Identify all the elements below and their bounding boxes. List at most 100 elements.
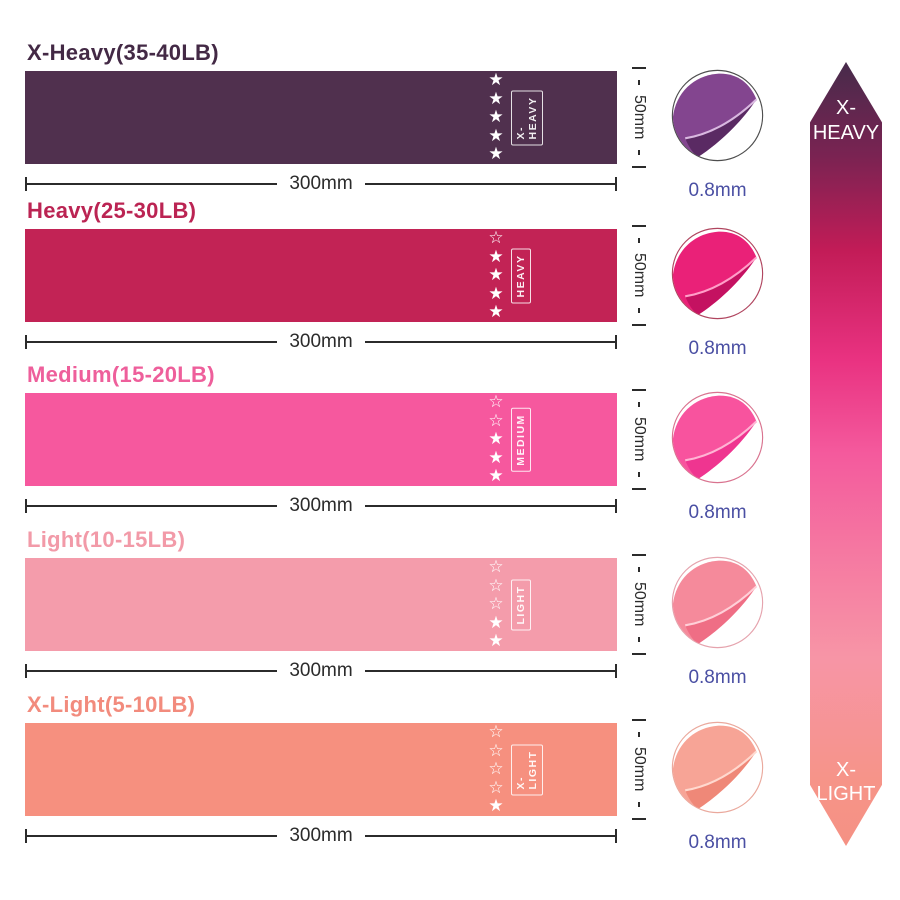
dimension-tick	[632, 225, 646, 227]
dimension-line	[638, 401, 640, 407]
star-icon: ★	[488, 70, 504, 90]
star-icon: ★	[488, 88, 504, 108]
dimension-tick	[25, 335, 27, 349]
thickness-label: 0.8mm	[688, 502, 747, 523]
band-fold-crease	[685, 585, 758, 627]
dimension-tick	[25, 499, 27, 513]
width-dimension: 50mm	[625, 389, 653, 490]
band-title: X-Light(5-10LB)	[27, 692, 196, 717]
dimension-tick	[25, 664, 27, 678]
star-icon: ★	[488, 429, 504, 449]
thickness-label: 0.8mm	[688, 832, 747, 853]
width-label: 50mm	[631, 417, 648, 462]
length-dimension: 300mm	[25, 171, 618, 197]
star-icon: ★	[488, 144, 504, 164]
width-label: 50mm	[631, 253, 648, 298]
length-label: 300mm	[289, 173, 353, 194]
star-rating: ☆ ☆ ☆ ☆ ★	[483, 723, 509, 816]
width-label: 50mm	[631, 582, 648, 627]
dimension-line	[364, 341, 616, 343]
band-title: Medium(15-20LB)	[27, 362, 215, 387]
star-icon: ★	[488, 447, 504, 467]
scale-top-label-line1: X-	[836, 97, 856, 119]
star-icon: ★	[488, 107, 504, 127]
band-tag-label: X-LIGHT	[511, 744, 543, 795]
band-fold-crease	[685, 98, 758, 140]
star-icon: ☆	[488, 410, 504, 430]
scale-bottom-label-line1: X-	[836, 759, 856, 781]
dimension-line	[364, 183, 616, 185]
band-fold-under	[685, 421, 757, 480]
band-title: X-Heavy(35-40LB)	[27, 40, 219, 65]
dimension-tick	[632, 652, 646, 655]
width-dimension: 50mm	[625, 67, 653, 168]
star-icon: ☆	[488, 228, 504, 248]
length-dimension: 300mm	[25, 823, 618, 849]
star-icon: ★	[488, 265, 504, 285]
band-swatch: ☆ ★ ★ ★ ★ HEAVY	[25, 229, 617, 322]
band-row-x-heavy: X-Heavy(35-40LB) ★ ★ ★ ★ ★ X-HEAVY 300mm…	[25, 40, 875, 201]
dimension-line	[638, 308, 640, 314]
star-icon: ★	[488, 466, 504, 486]
width-dimension: 50mm	[625, 554, 653, 655]
dimension-line	[364, 670, 616, 672]
band-fold-crease	[685, 256, 758, 298]
band-fold-under	[685, 257, 757, 316]
star-icon: ☆	[488, 722, 504, 742]
dimension-tick	[25, 829, 27, 843]
band-fold-crease	[685, 750, 758, 792]
star-icon: ★	[488, 612, 504, 632]
dimension-tick	[632, 165, 646, 168]
dimension-line	[638, 566, 640, 572]
band-title: Light(10-15LB)	[27, 527, 186, 552]
dimension-tick	[615, 829, 618, 843]
band-row-heavy: Heavy(25-30LB) ☆ ★ ★ ★ ★ HEAVY 300mm 50m…	[25, 198, 875, 359]
dimension-tick	[632, 323, 646, 326]
band-title: Heavy(25-30LB)	[27, 198, 197, 223]
dimension-line	[27, 835, 278, 837]
star-icon: ☆	[488, 557, 504, 577]
strength-scale-arrow: X- HEAVY X- LIGHT	[810, 62, 882, 846]
dimension-line	[638, 731, 640, 737]
dimension-line	[638, 237, 640, 243]
length-dimension: 300mm	[25, 658, 618, 684]
star-icon: ☆	[488, 759, 504, 779]
star-icon: ☆	[488, 594, 504, 614]
band-tag-label: LIGHT	[511, 579, 531, 630]
star-icon: ★	[488, 246, 504, 266]
band-row-light: Light(10-15LB) ☆ ☆ ☆ ★ ★ LIGHT 300mm 50m…	[25, 527, 875, 688]
star-rating: ☆ ☆ ★ ★ ★	[483, 393, 509, 486]
band-fold-under	[685, 99, 757, 158]
dimension-tick	[632, 67, 646, 69]
band-tag-label: X-HEAVY	[511, 90, 543, 145]
dimension-line	[364, 505, 616, 507]
thickness-photo	[671, 556, 764, 649]
band-swatch: ★ ★ ★ ★ ★ X-HEAVY	[25, 71, 617, 164]
star-icon: ☆	[488, 392, 504, 412]
band-swatch: ☆ ☆ ☆ ☆ ★ X-LIGHT	[25, 723, 617, 816]
scale-top-label: X- HEAVY	[810, 96, 882, 146]
star-icon: ★	[488, 283, 504, 303]
band-tag-label: MEDIUM	[511, 407, 531, 472]
star-rating: ☆ ★ ★ ★ ★	[483, 229, 509, 322]
star-icon: ★	[488, 302, 504, 322]
width-dimension: 50mm	[625, 719, 653, 820]
thickness-photo	[671, 69, 764, 162]
dimension-line	[364, 835, 616, 837]
scale-bottom-label: X- LIGHT	[810, 758, 882, 806]
band-row-medium: Medium(15-20LB) ☆ ☆ ★ ★ ★ MEDIUM 300mm 5…	[25, 362, 875, 523]
length-dimension: 300mm	[25, 329, 618, 355]
dimension-tick	[615, 335, 618, 349]
length-label: 300mm	[289, 495, 353, 516]
star-icon: ★	[488, 796, 504, 816]
dimension-line	[27, 183, 278, 185]
thickness-photo	[671, 227, 764, 320]
band-fold-under	[685, 586, 757, 645]
length-label: 300mm	[289, 660, 353, 681]
width-dimension: 50mm	[625, 225, 653, 326]
dimension-line	[638, 802, 640, 808]
star-rating: ★ ★ ★ ★ ★	[483, 71, 509, 164]
star-icon: ☆	[488, 575, 504, 595]
band-fold-under	[685, 751, 757, 810]
dimension-line	[638, 79, 640, 85]
